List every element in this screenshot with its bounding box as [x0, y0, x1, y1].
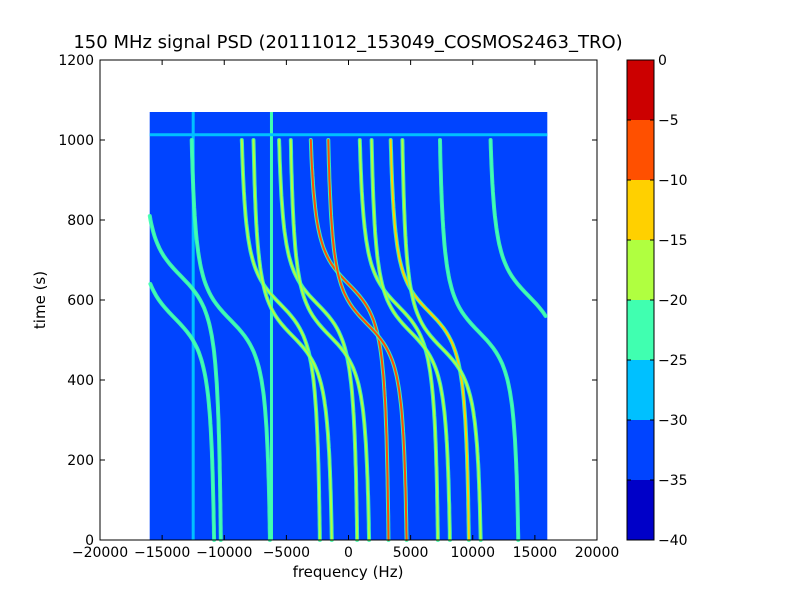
- doppler-track: [439, 139, 520, 541]
- doppler-track: [401, 139, 482, 541]
- colorbar-band: [627, 240, 654, 300]
- y-tick-label: 600: [67, 293, 94, 309]
- doppler-track: [278, 139, 359, 541]
- doppler-track: [370, 139, 451, 541]
- colorbar-band: [627, 360, 654, 420]
- x-axis-label: frequency (Hz): [293, 563, 404, 581]
- doppler-track: [149, 283, 216, 541]
- plot-area: −20000 −15000 −10000 −5000 0 5000 10000 15000 20…: [58, 53, 619, 561]
- y-tick-label: 0: [85, 533, 94, 549]
- chart-title: 150 MHz signal PSD (20111012_153049_COSM…: [73, 32, 622, 53]
- x-tick-label: −15000: [134, 545, 190, 561]
- y-tick-label: 200: [67, 453, 94, 469]
- x-tick-label: 0: [344, 545, 353, 561]
- doppler-track: [148, 215, 222, 541]
- doppler-track: [289, 139, 371, 541]
- x-tick-label: −10000: [196, 545, 252, 561]
- colorbar-tick-label: −30: [658, 413, 688, 429]
- colorbar: −40 −35 −30 −25 −20 −15 −10 −5 0: [626, 53, 688, 549]
- colorbar-tick-label: −10: [658, 173, 688, 189]
- y-axis-ticks: 0 200 400 600 800 1000 1200: [58, 53, 597, 549]
- doppler-track: [389, 139, 470, 541]
- y-tick-label: 1200: [58, 53, 94, 69]
- colorbar-band: [627, 300, 654, 360]
- x-tick-label: 20000: [575, 545, 620, 561]
- doppler-track: [358, 139, 439, 541]
- colorbar-tick-label: −40: [658, 533, 688, 549]
- colorbar-band: [627, 480, 654, 540]
- x-tick-label: −20000: [72, 545, 128, 561]
- x-tick-label: 15000: [513, 545, 558, 561]
- x-tick-label: 10000: [450, 545, 495, 561]
- colorbar-tick-label: −15: [658, 233, 688, 249]
- x-axis-ticks: −20000 −15000 −10000 −5000 0 5000 10000 15000 20…: [72, 60, 619, 561]
- y-tick-label: 400: [67, 373, 94, 389]
- colorbar-band: [627, 180, 654, 240]
- doppler-track: [240, 139, 321, 541]
- x-tick-label: −5000: [263, 545, 310, 561]
- heatmap-background: [149, 112, 548, 540]
- colorbar-tick-label: −20: [658, 293, 688, 309]
- spectrogram-heatmap: [147, 112, 548, 542]
- y-axis-label: time (s): [31, 271, 49, 329]
- y-tick-label: 1000: [58, 133, 94, 149]
- plot-frame: [99, 59, 598, 541]
- colorbar-band: [627, 420, 654, 480]
- colorbar-tick-label: −5: [658, 113, 679, 129]
- colorbar-tick-label: 0: [658, 53, 667, 69]
- doppler-track: [190, 139, 271, 541]
- colorbar-tick-label: −35: [658, 473, 688, 489]
- doppler-track: [489, 139, 547, 317]
- colorbar-band: [627, 60, 654, 120]
- x-tick-label: 5000: [393, 545, 429, 561]
- doppler-track: [252, 139, 333, 541]
- colorbar-band: [627, 120, 654, 180]
- doppler-track: [327, 139, 408, 541]
- colorbar-tick-label: −25: [658, 353, 688, 369]
- y-tick-label: 800: [67, 213, 94, 229]
